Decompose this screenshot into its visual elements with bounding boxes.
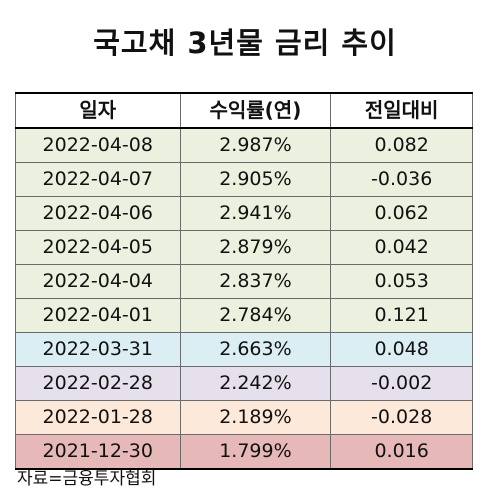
yield-cell: 2.879%	[179, 230, 332, 265]
table-row: 2022-01-28 2.189% -0.028	[15, 400, 473, 435]
table-row: 2022-04-01 2.784% 0.121	[15, 298, 473, 333]
table-row: 2022-04-08 2.987% 0.082	[15, 127, 473, 163]
table-row: 2022-04-07 2.905% -0.036	[15, 162, 473, 197]
yield-cell: 2.189%	[179, 400, 332, 435]
date-cell: 2022-04-08	[15, 127, 181, 163]
date-cell: 2022-04-04	[15, 264, 181, 299]
table-row: 2022-04-05 2.879% 0.042	[15, 230, 473, 265]
table-row: 2022-02-28 2.242% -0.002	[15, 366, 473, 401]
change-cell: 0.062	[330, 196, 473, 231]
yield-cell: 2.837%	[179, 264, 332, 299]
change-cell: 0.082	[330, 127, 473, 163]
date-cell: 2022-04-07	[15, 162, 181, 197]
yield-cell: 2.987%	[179, 127, 332, 163]
table-row: 2022-04-04 2.837% 0.053	[15, 264, 473, 299]
change-cell: 0.048	[330, 332, 473, 367]
date-cell: 2022-04-05	[15, 230, 181, 265]
date-cell: 2021-12-30	[15, 434, 181, 470]
page-title: 국고채 3년물 금리 추이	[93, 26, 397, 60]
header-yield: 수익률(연)	[179, 92, 332, 129]
date-cell: 2022-04-01	[15, 298, 181, 333]
change-cell: 0.042	[330, 230, 473, 265]
change-cell: -0.028	[330, 400, 473, 435]
yield-cell: 2.784%	[179, 298, 332, 333]
table-header-row: 일자 수익률(연) 전일대비	[15, 92, 473, 129]
table-row: 2022-04-06 2.941% 0.062	[15, 196, 473, 231]
change-cell: 0.121	[330, 298, 473, 333]
date-cell: 2022-03-31	[15, 332, 181, 367]
yield-cell: 2.941%	[179, 196, 332, 231]
yield-cell: 2.663%	[179, 332, 332, 367]
date-cell: 2022-02-28	[15, 366, 181, 401]
change-cell: 0.053	[330, 264, 473, 299]
change-cell: -0.036	[330, 162, 473, 197]
table-row: 2021-12-30 1.799% 0.016	[15, 434, 473, 470]
change-cell: -0.002	[330, 366, 473, 401]
header-date: 일자	[15, 92, 181, 129]
yield-cell: 1.799%	[179, 434, 332, 470]
header-change: 전일대비	[330, 92, 473, 129]
change-cell: 0.016	[330, 434, 473, 470]
date-cell: 2022-01-28	[15, 400, 181, 435]
date-cell: 2022-04-06	[15, 196, 181, 231]
yield-cell: 2.242%	[179, 366, 332, 401]
yield-cell: 2.905%	[179, 162, 332, 197]
source-note: 자료=금융투자협회	[17, 469, 157, 489]
yield-table: 일자 수익률(연) 전일대비 2022-04-08 2.987% 0.082 2…	[15, 92, 473, 470]
table-row: 2022-03-31 2.663% 0.048	[15, 332, 473, 367]
